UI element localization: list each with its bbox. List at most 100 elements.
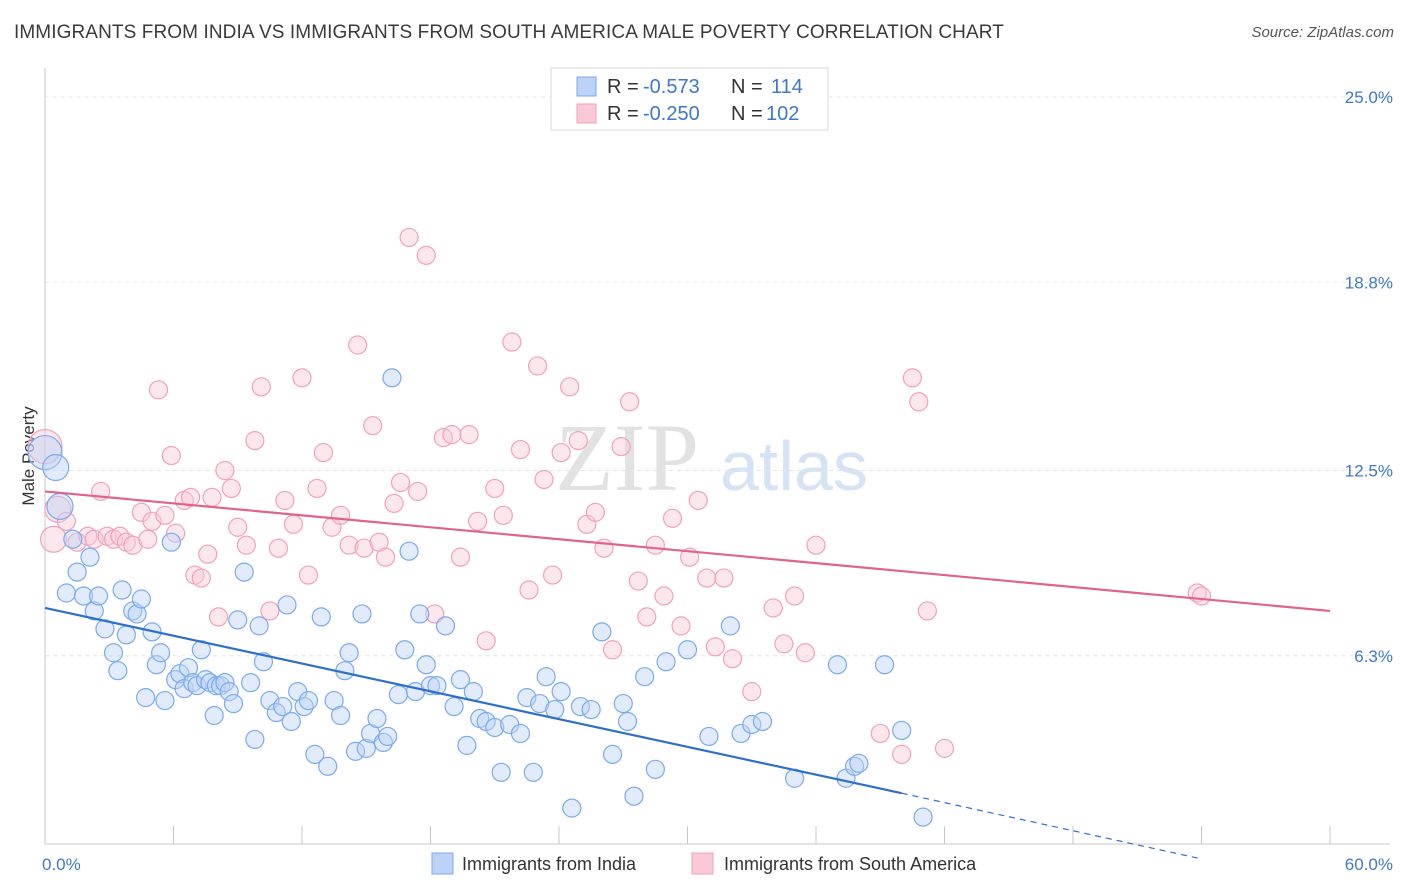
india-point-115 [874, 655, 895, 675]
sa-point-57 [450, 547, 471, 567]
india-point-109 [752, 711, 773, 732]
india-point-16 [127, 604, 147, 624]
india-point-37 [219, 682, 239, 702]
india-point-103 [656, 652, 676, 672]
india-point-64 [367, 708, 387, 729]
india-point-53 [305, 744, 325, 764]
india-point-77 [444, 696, 464, 717]
sa-point-18 [161, 445, 181, 466]
india-point-67 [382, 368, 402, 388]
india-point-99 [617, 711, 638, 732]
sa-point-33 [260, 601, 280, 621]
india-point-39 [228, 610, 248, 630]
india-point-57 [330, 705, 351, 726]
india-point-20 [146, 655, 166, 675]
y-tick-label-0: 6.3% [1354, 647, 1393, 666]
legend-n-label-india: N = [731, 76, 763, 98]
sa-point-82 [662, 508, 683, 528]
y-tick-label-2: 18.8% [1345, 273, 1393, 292]
india-point-92 [551, 682, 571, 702]
india-point-54 [311, 607, 331, 627]
india-point-1 [42, 453, 70, 482]
india-point-60 [345, 741, 366, 761]
sa-point-67 [534, 469, 554, 490]
sa-point-29 [228, 517, 248, 537]
india-point-3 [56, 583, 77, 603]
sa-point-80 [645, 535, 665, 555]
sa-point-53 [416, 245, 436, 265]
sa-point-34 [268, 538, 289, 558]
india-point-40 [234, 562, 254, 582]
india-point-41 [241, 673, 261, 693]
india-point-49 [281, 711, 301, 732]
sa-point-97 [892, 744, 912, 764]
india-point-66 [378, 726, 398, 747]
sa-point-89 [722, 649, 743, 669]
india-point-116 [892, 720, 912, 741]
bottom-legend-swatch-sa [691, 852, 714, 875]
series-india-points [27, 368, 933, 827]
india-point-47 [273, 696, 293, 717]
sa-point-65 [519, 580, 539, 600]
india-point-104 [677, 640, 698, 660]
sa-point-101 [934, 738, 955, 758]
sa-point-3 [56, 511, 77, 531]
india-point-18 [136, 687, 156, 708]
bottom-legend-sa: Immigrants from South America [724, 854, 977, 874]
sa-point-87 [705, 637, 725, 657]
india-point-59 [339, 643, 359, 663]
sa-point-99 [909, 392, 929, 412]
sa-point-21 [181, 487, 201, 507]
sa-point-95 [806, 535, 826, 555]
india-point-8 [84, 601, 104, 621]
india-point-6 [73, 586, 94, 606]
sa-point-56 [442, 425, 462, 445]
sa-point-98 [902, 368, 922, 388]
india-point-86 [510, 723, 531, 744]
sa-point-76 [611, 436, 631, 457]
india-point-43 [249, 616, 269, 636]
sa-point-78 [628, 571, 648, 591]
bottom-legend: Immigrants from India Immigrants from So… [431, 852, 977, 875]
india-point-97 [602, 744, 623, 764]
axes [44, 68, 1390, 845]
sa-point-1 [39, 525, 68, 553]
sa-point-24 [198, 544, 218, 564]
sa-point-50 [390, 472, 411, 493]
india-point-108 [742, 714, 762, 735]
sa-point-43 [339, 535, 359, 555]
india-point-38 [223, 693, 244, 714]
india-point-4 [63, 529, 83, 549]
sa-point-38 [298, 565, 319, 585]
india-point-72 [410, 604, 430, 624]
sa-point-68 [542, 565, 563, 585]
sa-point-25 [202, 487, 222, 507]
sa-point-14 [138, 529, 158, 549]
india-point-102 [645, 759, 665, 779]
india-point-62 [356, 738, 376, 758]
sa-point-30 [236, 535, 256, 555]
sa-point-28 [221, 478, 241, 499]
bottom-legend-india: Immigrants from India [462, 854, 637, 874]
legend-box [550, 67, 829, 131]
sa-point-40 [313, 442, 334, 463]
india-point-27 [178, 658, 199, 678]
sa-point-64 [510, 439, 531, 460]
india-point-90 [536, 667, 556, 687]
sa-point-77 [620, 392, 640, 412]
sa-point-93 [784, 586, 805, 606]
chart-title: IMMIGRANTS FROM INDIA VS IMMIGRANTS FROM… [14, 22, 1004, 43]
india-point-2 [46, 492, 74, 520]
legend: R = -0.573 N = 114 R = -0.250 N = 102 [550, 67, 829, 131]
india-point-106 [720, 616, 740, 636]
india-point-75 [427, 676, 447, 696]
india-point-83 [485, 717, 505, 738]
sa-point-19 [166, 523, 186, 543]
india-point-73 [416, 655, 436, 675]
sa-point-59 [468, 511, 488, 531]
sa-point-23 [191, 568, 211, 588]
india-point-76 [435, 616, 456, 636]
india-point-13 [112, 580, 132, 600]
sa-point-63 [502, 332, 522, 352]
